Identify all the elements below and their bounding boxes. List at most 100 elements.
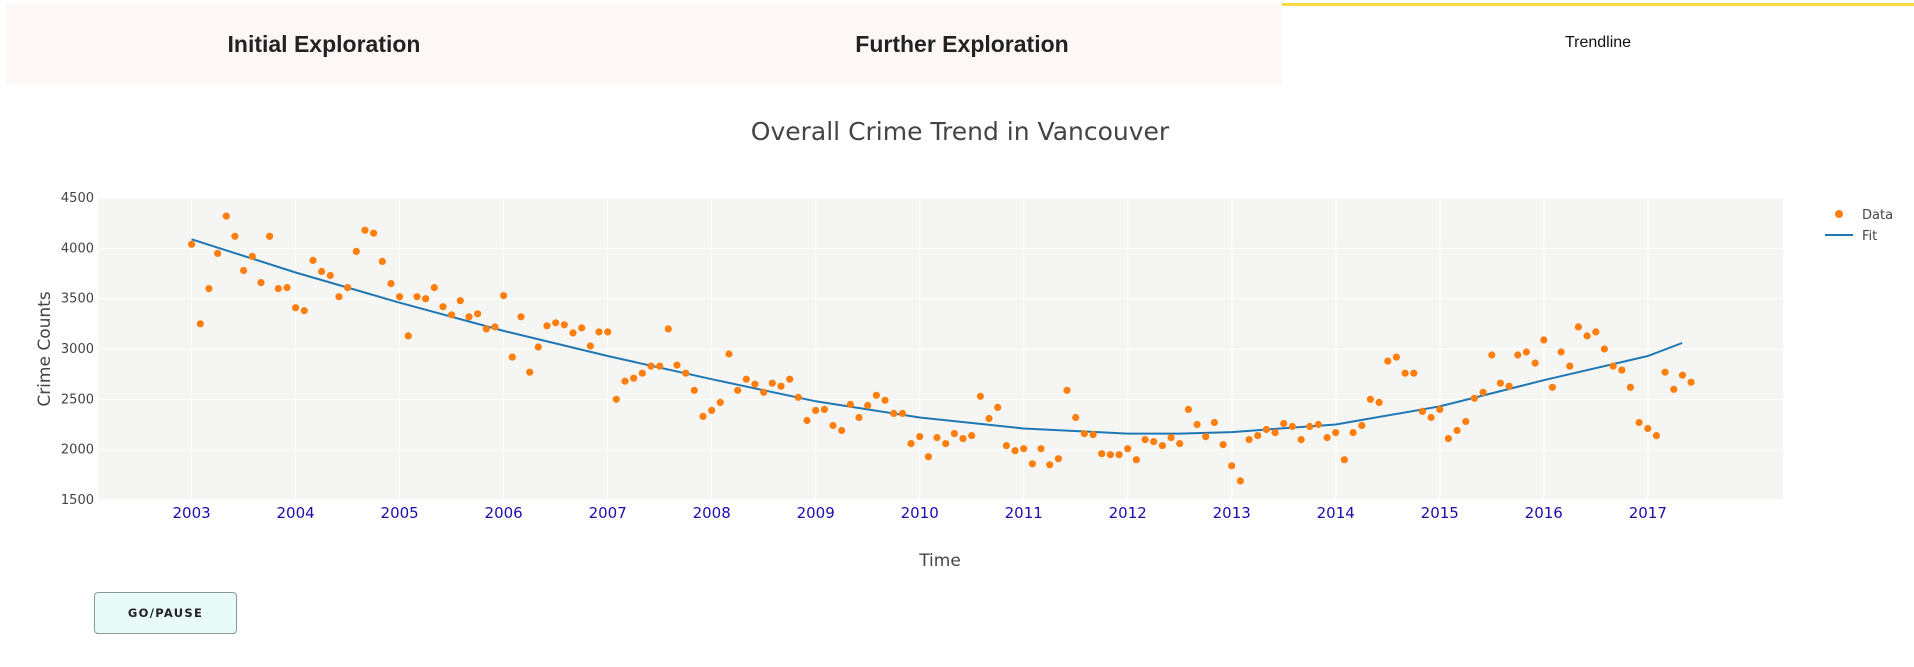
data-point[interactable] <box>1609 362 1617 370</box>
data-point[interactable] <box>1470 394 1478 402</box>
data-point[interactable] <box>959 435 967 443</box>
data-point[interactable] <box>196 320 204 328</box>
data-point[interactable] <box>500 292 508 300</box>
data-point[interactable] <box>1297 436 1305 444</box>
data-point[interactable] <box>292 304 300 312</box>
data-point[interactable] <box>621 377 629 385</box>
data-point[interactable] <box>933 434 941 442</box>
data-point[interactable] <box>812 406 820 414</box>
data-point[interactable] <box>1366 395 1374 403</box>
data-point[interactable] <box>326 271 334 280</box>
data-point[interactable] <box>855 413 863 422</box>
data-point[interactable] <box>794 393 802 401</box>
data-point[interactable] <box>864 401 872 409</box>
data-point[interactable] <box>682 369 690 377</box>
data-point[interactable] <box>1574 323 1582 331</box>
data-point[interactable] <box>612 395 620 403</box>
data-point[interactable] <box>1358 421 1366 430</box>
data-point[interactable] <box>595 328 603 336</box>
data-point[interactable] <box>1011 447 1019 455</box>
data-point[interactable] <box>1306 422 1314 431</box>
data-point[interactable] <box>1514 351 1522 359</box>
data-point[interactable] <box>387 280 395 288</box>
data-point[interactable] <box>1340 456 1348 464</box>
data-point[interactable] <box>1262 425 1270 434</box>
data-point[interactable] <box>1644 424 1652 433</box>
data-point[interactable] <box>482 325 490 333</box>
data-point[interactable] <box>1072 413 1080 422</box>
data-point[interactable] <box>491 323 499 331</box>
data-point[interactable] <box>1020 445 1028 453</box>
data-point[interactable] <box>604 328 612 336</box>
data-point[interactable] <box>413 293 421 301</box>
data-point[interactable] <box>1245 436 1253 444</box>
data-point[interactable] <box>318 267 326 276</box>
tab-trendline[interactable]: Trendline <box>1282 3 1914 85</box>
data-point[interactable] <box>1089 431 1097 439</box>
data-point[interactable] <box>976 392 985 400</box>
data-point[interactable] <box>248 252 256 260</box>
data-point[interactable] <box>708 406 716 414</box>
data-point[interactable] <box>768 379 776 387</box>
data-point[interactable] <box>1436 405 1444 413</box>
data-point[interactable] <box>1566 362 1574 370</box>
tab-further-exploration[interactable]: Further Exploration <box>642 3 1282 85</box>
data-point[interactable] <box>1600 345 1608 353</box>
data-point[interactable] <box>1462 417 1470 426</box>
data-point[interactable] <box>1132 456 1140 464</box>
data-point[interactable] <box>1557 348 1565 356</box>
data-point[interactable] <box>1323 434 1331 442</box>
data-point[interactable] <box>881 396 889 404</box>
data-point[interactable] <box>309 256 317 264</box>
data-point[interactable] <box>396 293 404 301</box>
data-point[interactable] <box>300 307 308 315</box>
data-point[interactable] <box>1583 332 1591 340</box>
data-point[interactable] <box>1124 445 1132 453</box>
data-point[interactable] <box>950 430 959 438</box>
data-point[interactable] <box>1236 477 1244 485</box>
data-point[interactable] <box>474 310 482 318</box>
data-point[interactable] <box>630 374 638 382</box>
data-point[interactable] <box>274 285 282 293</box>
data-point[interactable] <box>1063 386 1071 394</box>
data-point[interactable] <box>846 400 855 408</box>
data-point[interactable] <box>1150 438 1158 446</box>
data-point[interactable] <box>1661 368 1669 376</box>
data-point[interactable] <box>240 266 248 275</box>
data-point[interactable] <box>361 226 369 234</box>
data-point[interactable] <box>1002 442 1011 450</box>
data-point[interactable] <box>742 375 750 383</box>
data-point[interactable] <box>1106 451 1114 459</box>
data-point[interactable] <box>1280 419 1288 428</box>
data-point[interactable] <box>1176 440 1184 448</box>
data-point[interactable] <box>231 232 239 240</box>
data-point[interactable] <box>578 324 586 332</box>
data-point[interactable] <box>222 212 230 220</box>
data-point[interactable] <box>1054 455 1062 463</box>
data-point[interactable] <box>1418 407 1426 415</box>
data-point[interactable] <box>1384 357 1392 365</box>
data-point[interactable] <box>699 412 707 420</box>
data-point[interactable] <box>1332 429 1340 437</box>
data-point[interactable] <box>1202 433 1210 441</box>
data-point[interactable] <box>786 375 794 383</box>
data-point[interactable] <box>985 414 993 423</box>
data-point[interactable] <box>1288 422 1296 431</box>
data-point[interactable] <box>1670 385 1678 393</box>
data-point[interactable] <box>283 284 291 292</box>
data-point[interactable] <box>560 321 568 329</box>
data-point[interactable] <box>647 362 655 370</box>
data-point[interactable] <box>1167 434 1175 442</box>
data-point[interactable] <box>716 398 724 406</box>
data-point[interactable] <box>924 453 933 461</box>
data-point[interactable] <box>1635 418 1643 427</box>
data-point[interactable] <box>1548 383 1556 391</box>
data-point[interactable] <box>1488 351 1496 359</box>
data-point[interactable] <box>508 353 516 361</box>
data-point[interactable] <box>664 325 672 333</box>
data-point[interactable] <box>1098 450 1106 458</box>
data-point[interactable] <box>751 380 759 388</box>
data-point[interactable] <box>890 409 898 417</box>
data-point[interactable] <box>1626 383 1634 391</box>
data-point[interactable] <box>456 297 464 305</box>
